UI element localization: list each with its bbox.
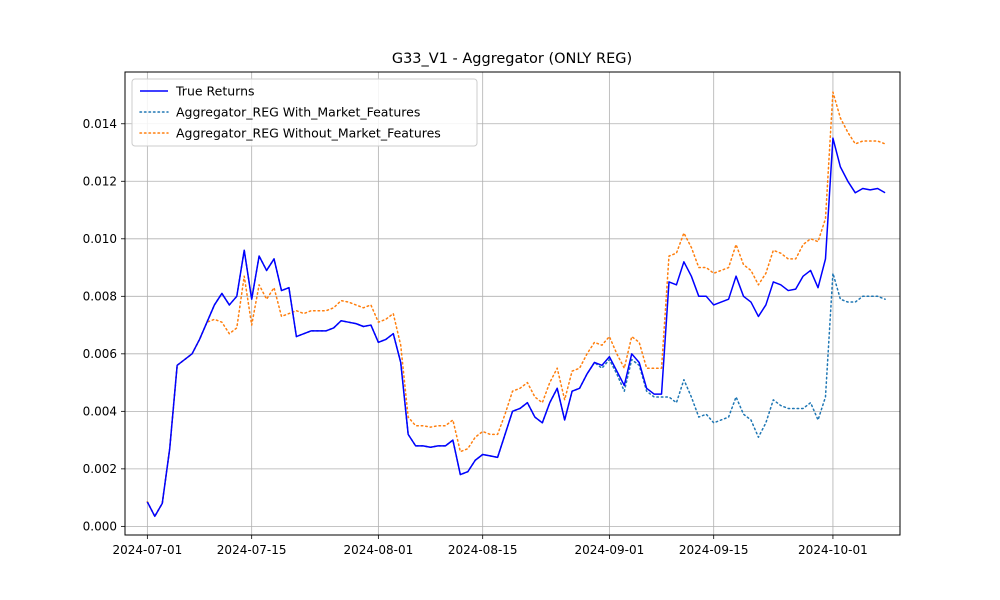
x-tick-label: 2024-08-01 xyxy=(343,543,413,557)
x-tick-label: 2024-09-01 xyxy=(575,543,645,557)
legend-label: True Returns xyxy=(175,84,255,99)
x-tick-label: 2024-10-01 xyxy=(798,543,868,557)
series-line-0 xyxy=(146,137,886,518)
y-tick-label: 0.000 xyxy=(83,519,117,533)
y-tick-label: 0.006 xyxy=(83,347,117,361)
y-tick-label: 0.014 xyxy=(83,117,117,131)
y-tick-label: 0.012 xyxy=(83,174,117,188)
grid xyxy=(125,72,900,535)
series-line-2 xyxy=(146,91,886,518)
legend-label: Aggregator_REG With_Market_Features xyxy=(176,105,420,120)
x-tick-label: 2024-09-15 xyxy=(679,543,749,557)
series-lines xyxy=(146,91,886,518)
x-tick-label: 2024-07-01 xyxy=(112,543,182,557)
x-tick-label: 2024-07-15 xyxy=(217,543,287,557)
y-tick-label: 0.004 xyxy=(83,404,117,418)
legend-label: Aggregator_REG Without_Market_Features xyxy=(176,126,441,141)
y-tick-label: 0.002 xyxy=(83,462,117,476)
y-tick-label: 0.010 xyxy=(83,232,117,246)
legend-box xyxy=(131,78,478,147)
axes: 2024-07-01 2024-07-15 2024-08-01 2024-08-15… xyxy=(83,117,868,557)
chart-title: G33_V1 - Aggregator (ONLY REG) xyxy=(392,51,632,67)
legend: True Returns Aggregator_REG With_Market_F… xyxy=(131,78,478,147)
plot-area-frame xyxy=(124,71,901,536)
y-tick-label: 0.008 xyxy=(83,289,117,303)
x-tick-label: 2024-08-15 xyxy=(448,543,518,557)
